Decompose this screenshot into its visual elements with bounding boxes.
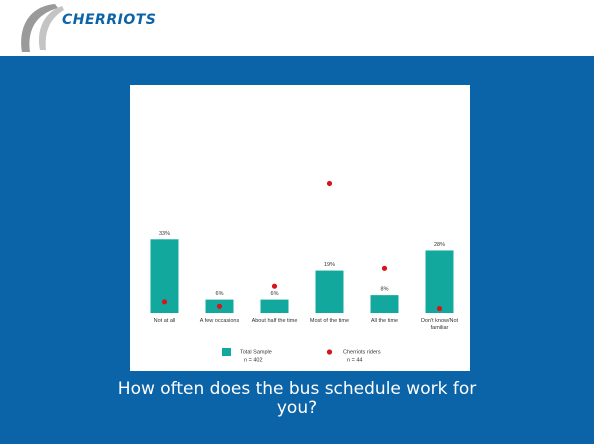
dot [326, 180, 333, 187]
data-label: 6% [216, 291, 224, 297]
caption: How often does the bus schedule work for… [117, 379, 477, 418]
data-label: 28% [434, 242, 445, 248]
data-label: 19% [324, 262, 335, 268]
data-label: 8% [381, 287, 389, 293]
chart-panel: 33% 6% 6% 19% 8% 28% Total Sample n = 402 Cherri… [130, 85, 470, 371]
x-tick-label: Not at all [153, 318, 176, 324]
logo-text: CHERRIOTS [62, 12, 157, 28]
chart: 33% 6% 6% 19% 8% 28% Total Sample n = 402 Cherri… [150, 180, 454, 363]
legend-note: n = 402 [244, 357, 263, 363]
dot [381, 265, 388, 271]
bar [315, 270, 344, 313]
legend-note: n = 44 [347, 357, 362, 363]
legend-label: Total Sample [240, 349, 272, 355]
data-label: 6% [271, 291, 279, 297]
x-tick-label: A few occasions [199, 318, 240, 324]
legend-swatch [222, 348, 231, 356]
logo-swoosh [21, 4, 64, 52]
x-tick-label: Don't know/Not familiar [420, 318, 459, 331]
x-tick-label: All the time [370, 318, 399, 324]
dot [161, 299, 168, 305]
bar [370, 295, 399, 313]
data-label: 33% [159, 231, 170, 237]
bar [260, 299, 289, 313]
header: CHERRIOTS [0, 0, 594, 56]
dot [436, 305, 443, 312]
x-tick-label: Most of the time [309, 318, 350, 324]
legend-label: Cherriots riders [343, 349, 381, 355]
dot [271, 283, 278, 289]
bar [425, 250, 454, 313]
x-tick-label: About half the time [251, 318, 298, 324]
legend-swatch [326, 349, 333, 355]
dot [216, 303, 223, 309]
